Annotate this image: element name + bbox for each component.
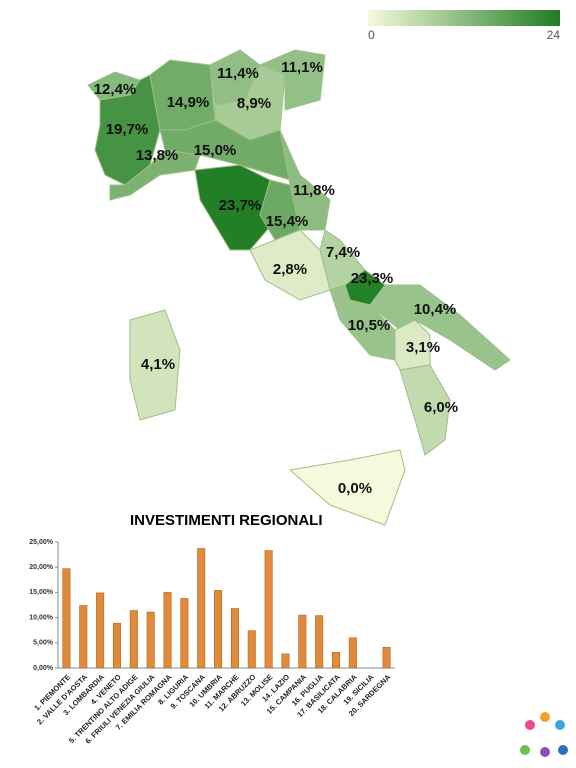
region-label: 11,4% — [217, 65, 259, 82]
color-bar — [368, 10, 560, 26]
region — [288, 449, 406, 526]
region-label: 6,0% — [424, 399, 458, 416]
region-label: 2,8% — [273, 261, 307, 278]
region-label: 11,8% — [293, 182, 335, 199]
bar — [230, 608, 239, 669]
region-label: 8,9% — [237, 95, 271, 112]
region-label: 15,4% — [266, 213, 309, 230]
region-label: 13,8% — [136, 147, 179, 164]
region-label: 23,7% — [219, 197, 262, 214]
region-label: 15,0% — [194, 142, 237, 159]
bar — [332, 652, 341, 669]
region — [109, 149, 201, 201]
region-label: 0,0% — [338, 480, 372, 497]
region-label: 4,1% — [141, 356, 175, 373]
color-bar-label: 24 — [547, 28, 561, 42]
bar — [180, 598, 189, 669]
logo — [520, 712, 568, 757]
region — [194, 164, 281, 251]
region-label: 19,7% — [106, 121, 149, 138]
bar — [96, 592, 105, 669]
y-tick-label: 25,00% — [29, 539, 54, 546]
bar — [247, 630, 256, 669]
region-label: 11,1% — [281, 59, 323, 76]
region — [129, 309, 181, 421]
bar — [79, 605, 88, 669]
y-tick-label: 10,00% — [29, 614, 54, 621]
bar — [281, 653, 290, 669]
region-label: 7,4% — [326, 244, 360, 261]
region — [258, 49, 326, 111]
y-tick-label: 5,00% — [33, 640, 54, 647]
region-label: 23,3% — [351, 270, 394, 287]
bar — [146, 611, 155, 669]
bar — [163, 592, 172, 669]
bar — [62, 568, 71, 669]
bar — [382, 647, 391, 669]
region — [249, 229, 331, 301]
y-tick-label: 15,00% — [29, 589, 54, 596]
region-label: 12,4% — [94, 81, 137, 98]
region-label: 14,9% — [167, 94, 210, 111]
region-label: 3,1% — [406, 339, 440, 356]
bar — [129, 610, 138, 669]
bar — [298, 614, 307, 669]
bar — [315, 615, 324, 669]
color-bar-label: 0 — [368, 28, 375, 42]
region — [209, 49, 261, 106]
y-tick-label: 0,00% — [33, 665, 54, 672]
bar — [264, 550, 273, 669]
bar — [348, 637, 357, 669]
region-label: 10,5% — [348, 317, 391, 334]
bar — [112, 622, 121, 669]
bar — [197, 548, 206, 669]
chart-title: INVESTIMENTI REGIONALI — [130, 512, 323, 529]
y-tick-label: 20,00% — [29, 564, 54, 571]
region-label: 10,4% — [414, 301, 457, 318]
bar — [214, 590, 223, 669]
region — [399, 364, 451, 456]
region — [87, 71, 141, 101]
